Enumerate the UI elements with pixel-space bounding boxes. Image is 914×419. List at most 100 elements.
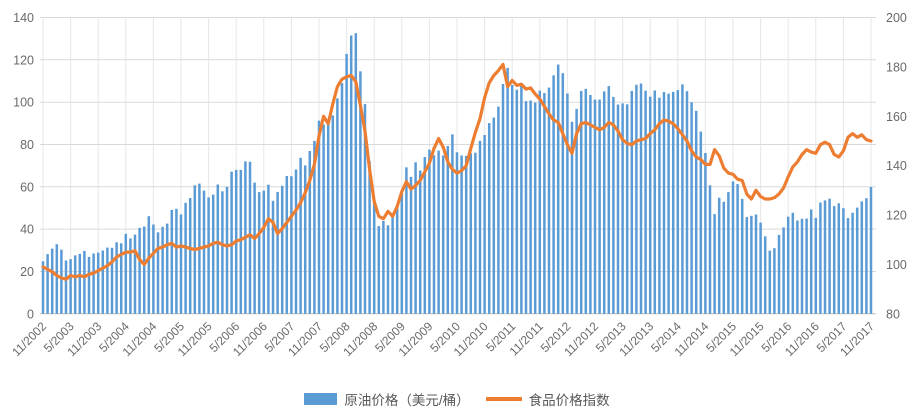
oil-bar (662, 92, 666, 314)
oil-bar (621, 103, 624, 314)
oil-bar (676, 90, 680, 314)
legend-item-food: 食品价格指数 (485, 389, 610, 409)
oil-bar (267, 184, 270, 314)
oil-bar (786, 216, 790, 314)
oil-bar (607, 86, 611, 314)
oil-bar (285, 176, 289, 314)
oil-bar (750, 215, 753, 314)
oil-bar (271, 200, 275, 314)
oil-bar (533, 102, 537, 314)
right-axis-tick-label: 160 (886, 110, 907, 124)
oil-bar (322, 124, 325, 314)
oil-bar (175, 208, 178, 314)
oil-bar (349, 35, 353, 314)
oil-bar (653, 90, 657, 314)
right-axis-tick-label: 200 (886, 11, 907, 25)
oil-bar (699, 131, 703, 314)
x-axis-labels: 11/20025/200311/20035/200411/20045/20051… (9, 319, 877, 359)
oil-bar (170, 209, 174, 314)
oil-bar (257, 192, 261, 314)
oil-bar (188, 198, 192, 314)
oil-bar (313, 140, 316, 314)
oil-bar (460, 155, 463, 314)
oil-bar (529, 100, 532, 314)
oil-bar (832, 206, 836, 314)
oil-bar (814, 217, 818, 314)
oil-bar (552, 75, 555, 314)
oil-bar (179, 214, 183, 314)
oil-bar (276, 191, 279, 314)
oil-bar (336, 98, 339, 314)
oil-series-swatch (304, 393, 338, 405)
oil-bar (602, 91, 606, 314)
oil-bar (253, 182, 256, 314)
oil-bar (492, 117, 496, 314)
oil-bar (395, 207, 399, 314)
oil-bar (497, 106, 500, 314)
right-axis-tick-label: 140 (886, 159, 907, 173)
oil-bar (418, 170, 422, 314)
oil-bar (598, 99, 601, 314)
oil-bar (400, 190, 404, 314)
oil-bar (593, 99, 597, 314)
oil-bar (731, 181, 735, 314)
oil-bar (819, 202, 822, 314)
oil-bar (73, 255, 77, 314)
food-price-line (41, 62, 873, 281)
oil-bar (142, 226, 146, 314)
oil-bar (363, 104, 367, 314)
right-axis-tick-label: 120 (886, 209, 907, 223)
oil-bar (713, 214, 716, 314)
oil-bar (616, 104, 620, 314)
oil-bar (478, 140, 482, 314)
oil-bar (239, 169, 243, 314)
oil-bar (855, 207, 859, 314)
oil-series-label: 原油价格（美元/桶） (344, 393, 470, 408)
oil-bar (106, 247, 109, 314)
oil-bar (308, 151, 312, 314)
oil-bar (96, 252, 100, 314)
oil-bar (64, 260, 68, 314)
combo-chart: 0 20 40 60 80 100 120 140 80 100 120 140 160 180 200 11… (9, 11, 907, 359)
oil-bar (280, 185, 284, 314)
oil-bar (777, 234, 781, 314)
oil-bar (837, 203, 841, 314)
oil-bar (520, 85, 523, 314)
oil-bar (161, 226, 164, 314)
oil-bar (368, 161, 371, 314)
oil-bar (745, 217, 749, 314)
oil-bar (644, 90, 647, 314)
oil-bar (860, 201, 864, 314)
oil-bar (290, 176, 293, 314)
oil-bar (414, 162, 417, 314)
right-axis-tick-label: 180 (886, 60, 907, 74)
oil-bar (570, 121, 574, 314)
oil-bar (386, 225, 390, 314)
legend: 原油价格（美元/桶） 食品价格指数 (0, 389, 914, 409)
food-series-swatch (485, 397, 522, 401)
oil-bar (345, 53, 348, 314)
oil-bar (372, 200, 376, 314)
oil-bar (667, 93, 670, 314)
oil-bar (83, 250, 86, 314)
oil-bar (464, 155, 468, 314)
oil-bar (589, 95, 592, 314)
oil-bar (851, 212, 854, 314)
oil-bar (690, 102, 693, 314)
oil-bar (147, 216, 151, 314)
left-axis-tick-label: 120 (13, 53, 34, 67)
oil-bar (156, 232, 160, 314)
oil-bar (262, 190, 266, 314)
oil-bar (639, 83, 643, 314)
left-axis-tick-label: 60 (20, 180, 34, 194)
oil-bar (648, 96, 652, 314)
oil-bar (869, 187, 873, 314)
oil-bar (671, 91, 675, 314)
oil-bar (92, 253, 95, 314)
oil-bar (708, 185, 712, 314)
oil-bar (331, 115, 335, 314)
oil-bar (60, 249, 63, 314)
oil-bar (773, 248, 776, 314)
oil-bar (409, 176, 413, 314)
